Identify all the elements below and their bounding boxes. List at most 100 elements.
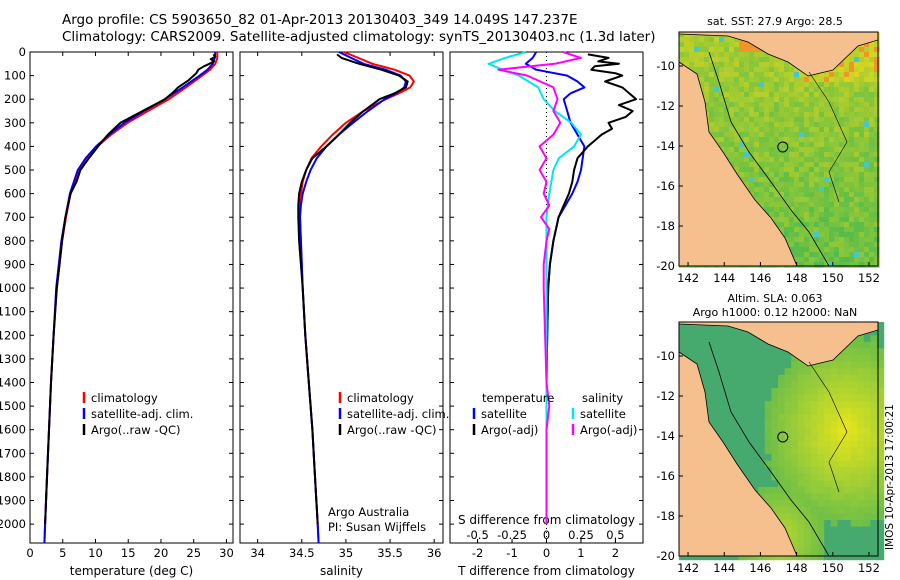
- sea-cell: [854, 97, 860, 103]
- sea-cell: [863, 414, 871, 422]
- sea-cell: [850, 526, 858, 534]
- sea-cell: [779, 72, 785, 78]
- sea-cell: [877, 493, 885, 501]
- sea-cell: [864, 72, 870, 78]
- sea-cell: [797, 539, 805, 547]
- sea-cell: [844, 460, 852, 468]
- sea-cell: [739, 142, 745, 148]
- sea-cell: [729, 107, 735, 113]
- sea-cell: [809, 242, 815, 248]
- sea-cell: [764, 52, 770, 58]
- sea-cell: [764, 77, 770, 83]
- sea-cell: [864, 167, 870, 173]
- x-tick-label: 30: [219, 546, 234, 560]
- sea-cell: [778, 440, 786, 448]
- sea-cell: [739, 102, 745, 108]
- sea-cell: [718, 434, 726, 442]
- sea-cell: [749, 142, 755, 148]
- legend-label: satellite: [580, 407, 626, 421]
- sea-cell: [811, 440, 819, 448]
- sea-cell: [837, 368, 845, 376]
- sea-cell: [738, 454, 746, 462]
- sea-cell: [784, 227, 790, 233]
- sea-cell: [863, 533, 871, 541]
- sea-cell: [709, 117, 715, 123]
- sea-cell: [751, 440, 759, 448]
- sea-cell: [811, 500, 819, 508]
- sea-cell: [809, 77, 815, 83]
- sea-cell: [824, 546, 832, 554]
- sea-cell: [804, 197, 810, 203]
- sea-cell: [689, 47, 695, 53]
- sea-cell: [751, 427, 759, 435]
- sea-cell: [874, 197, 880, 203]
- sea-cell: [797, 361, 805, 369]
- sea-cell: [749, 122, 755, 128]
- sea-cell: [869, 117, 875, 123]
- sea-cell: [863, 553, 871, 561]
- sea-cell: [704, 62, 710, 68]
- sea-cell: [718, 355, 726, 363]
- sea-cell: [751, 460, 759, 468]
- sea-cell: [804, 87, 810, 93]
- sea-cell: [724, 127, 730, 133]
- sea-cell: [744, 52, 750, 58]
- sea-cell: [824, 434, 832, 442]
- sea-cell: [779, 152, 785, 158]
- sea-cell: [839, 257, 845, 263]
- sea-cell: [849, 237, 855, 243]
- sea-cell: [709, 97, 715, 103]
- sea-cell: [809, 247, 815, 253]
- sea-cell: [791, 434, 799, 442]
- y-tick-label: 1600: [0, 423, 26, 437]
- sea-cell: [794, 257, 800, 263]
- sea-cell: [694, 42, 700, 48]
- sea-cell: [814, 92, 820, 98]
- sea-cell: [698, 368, 706, 376]
- sea-cell: [739, 117, 745, 123]
- sea-cell: [714, 137, 720, 143]
- sea-cell: [797, 381, 805, 389]
- sea-cell: [794, 112, 800, 118]
- sea-cell: [839, 187, 845, 193]
- sea-cell: [824, 87, 830, 93]
- sea-cell: [830, 526, 838, 534]
- sea-cell: [857, 361, 865, 369]
- sea-cell: [859, 112, 865, 118]
- sea-cell: [849, 232, 855, 238]
- sea-cell: [712, 388, 720, 396]
- sea-cell: [811, 381, 819, 389]
- sea-cell: [864, 187, 870, 193]
- sea-cell: [854, 197, 860, 203]
- sea-cell: [829, 252, 835, 258]
- sea-cell: [824, 539, 832, 547]
- bathymetry-contour: [808, 71, 848, 203]
- sea-cell: [849, 242, 855, 248]
- sea-cell: [830, 374, 838, 382]
- sea-cell: [744, 82, 750, 88]
- sea-cell: [834, 172, 840, 178]
- sea-cell: [797, 434, 805, 442]
- sea-cell: [784, 67, 790, 73]
- sea-cell: [771, 374, 779, 382]
- sea-cell: [791, 526, 799, 534]
- sea-cell: [849, 212, 855, 218]
- sea-cell: [744, 87, 750, 93]
- sea-cell: [774, 212, 780, 218]
- sea-cell: [859, 132, 865, 138]
- sea-cell: [849, 122, 855, 128]
- sea-cell: [679, 47, 685, 53]
- sea-cell: [824, 427, 832, 435]
- sea-cell: [784, 553, 792, 561]
- sea-cell: [784, 414, 792, 422]
- sst-map-frame: [678, 31, 879, 267]
- sea-cell: [725, 553, 733, 561]
- sea-cell: [729, 132, 735, 138]
- sea-cell: [754, 192, 760, 198]
- sea-cell: [739, 172, 745, 178]
- sea-cell: [870, 520, 878, 528]
- sea-cell: [719, 62, 725, 68]
- sea-cell: [749, 137, 755, 143]
- sea-cell: [797, 374, 805, 382]
